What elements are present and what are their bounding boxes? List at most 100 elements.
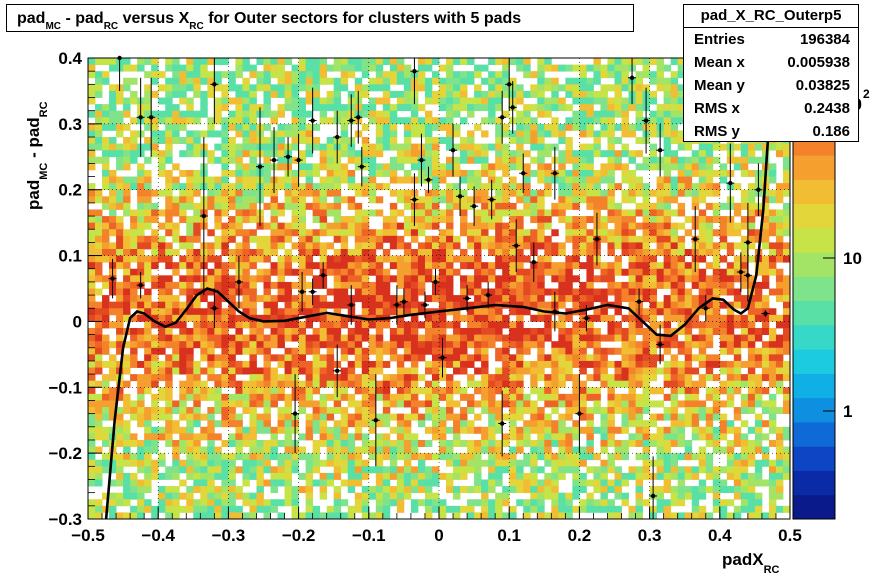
heatmap-cell (109, 189, 117, 197)
heatmap-cell (361, 143, 370, 151)
heatmap-cell (586, 202, 594, 210)
heatmap-cell (270, 84, 278, 92)
heatmap-cell (305, 479, 314, 487)
heatmap-cell (130, 235, 138, 243)
heatmap-cell (361, 71, 370, 79)
heatmap-cell (467, 156, 475, 164)
heatmap-cell (130, 433, 138, 441)
heatmap-cell (642, 407, 650, 415)
heatmap-cell (95, 314, 103, 322)
heatmap-cell (684, 374, 693, 382)
heatmap-cell (340, 341, 349, 349)
heatmap-cell (270, 202, 278, 210)
heatmap-cell (137, 439, 145, 447)
heatmap-cell (102, 321, 110, 329)
heatmap-cell (326, 242, 335, 250)
heatmap-cell (488, 453, 496, 461)
heatmap-cell (481, 288, 489, 296)
heatmap-cell (446, 380, 454, 388)
heatmap-cell (431, 169, 440, 177)
heatmap-cell (305, 189, 314, 197)
heatmap-cell (488, 479, 496, 487)
heatmap-cell (502, 130, 510, 138)
heatmap-cell (649, 77, 658, 85)
heatmap-cell (663, 479, 672, 487)
heatmap-cell (712, 354, 721, 362)
heatmap-cell (347, 472, 356, 480)
heatmap-cell (144, 472, 152, 480)
heatmap-cell (165, 156, 173, 164)
heatmap-cell (656, 453, 665, 461)
heatmap-cell (319, 202, 328, 210)
heatmap-cell (312, 196, 321, 204)
heatmap-cell (305, 308, 314, 316)
heatmap-cell (375, 71, 384, 79)
heatmap-cell (677, 235, 686, 243)
heatmap-cell (460, 169, 468, 177)
heatmap-cell (663, 229, 672, 237)
heatmap-cell (130, 301, 138, 309)
heatmap-cell (495, 400, 503, 408)
heatmap-cell (509, 334, 517, 342)
heatmap-cell (656, 446, 665, 454)
heatmap-cell (249, 492, 257, 500)
heatmap-cell (277, 183, 285, 191)
heatmap-cell (586, 281, 594, 289)
heatmap-cell (165, 380, 173, 388)
heatmap-cell (116, 202, 124, 210)
heatmap-cell (614, 446, 622, 454)
heatmap-cell (200, 505, 208, 513)
heatmap-cell (347, 505, 356, 513)
heatmap-cell (621, 380, 629, 388)
heatmap-cell (579, 367, 587, 375)
heatmap-cell (116, 143, 124, 151)
heatmap-cell (207, 242, 215, 250)
heatmap-cell (382, 130, 391, 138)
heatmap-cell (270, 248, 278, 256)
heatmap-cell (95, 262, 103, 270)
heatmap-cell (235, 189, 243, 197)
heatmap-cell (670, 400, 679, 408)
heatmap-cell (375, 209, 384, 217)
heatmap-cell (109, 459, 117, 467)
heatmap-cell (207, 374, 215, 382)
heatmap-cell (530, 367, 538, 375)
heatmap-cell (439, 328, 447, 335)
heatmap-cell (277, 110, 285, 118)
heatmap-cell (312, 413, 321, 421)
heatmap-cell (586, 407, 594, 415)
heatmap-cell (537, 334, 545, 342)
heatmap-cell (312, 453, 321, 461)
heatmap-cell (614, 374, 622, 382)
heatmap-cell (116, 512, 124, 520)
heatmap-cell (123, 341, 131, 349)
heatmap-cell (312, 420, 321, 428)
heatmap-cell (431, 400, 440, 408)
heatmap-cell (670, 150, 679, 158)
heatmap-cell (389, 156, 398, 164)
heatmap-cell (312, 209, 321, 217)
heatmap-cell (565, 156, 573, 164)
heatmap-cell (558, 183, 566, 191)
heatmap-cell (698, 492, 707, 500)
heatmap-cell (417, 209, 426, 217)
heatmap-cell (572, 374, 580, 382)
heatmap-cell (614, 268, 622, 276)
heatmap-cell (214, 387, 222, 395)
heatmap-cell (586, 328, 594, 335)
heatmap-cell (116, 459, 124, 467)
heatmap-cell (467, 176, 475, 184)
heatmap-cell (144, 255, 152, 263)
heatmap-cell (495, 308, 503, 316)
heatmap-cell (684, 486, 693, 494)
heatmap-cell (249, 288, 257, 296)
heatmap-cell (340, 314, 349, 322)
heatmap-cell (256, 420, 264, 428)
heatmap-cell (130, 374, 138, 382)
heatmap-cell (600, 446, 608, 454)
heatmap-cell (705, 216, 714, 224)
heatmap-cell (193, 90, 201, 98)
heatmap-cell (137, 380, 145, 388)
heatmap-cell (691, 314, 700, 322)
heatmap-cell (207, 183, 215, 191)
